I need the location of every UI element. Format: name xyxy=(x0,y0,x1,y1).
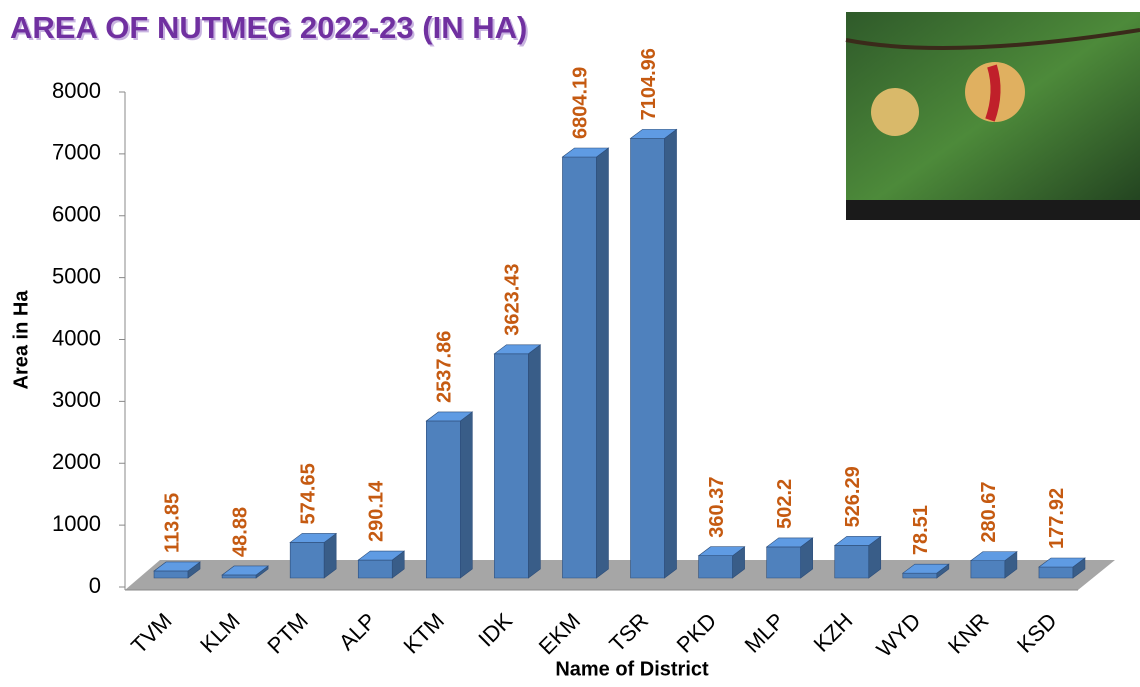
value-label: 502.2 xyxy=(774,479,796,529)
bar xyxy=(221,565,270,579)
bar-face xyxy=(153,561,201,572)
y-tick-label: 2000 xyxy=(52,449,101,474)
value-label: 2537.86 xyxy=(434,331,456,403)
bar-face xyxy=(562,156,597,579)
value-label: 574.65 xyxy=(297,463,319,524)
bar-face xyxy=(969,551,1018,561)
x-tick-label: PTM xyxy=(262,608,313,659)
bar xyxy=(969,551,1018,579)
bar-face xyxy=(596,147,609,579)
value-label: 526.29 xyxy=(842,466,864,527)
value-label: 48.88 xyxy=(229,507,251,557)
chart-title: AREA OF NUTMEG 2022-23 (IN HA) xyxy=(10,10,527,45)
bar-face xyxy=(528,344,541,579)
bar-face xyxy=(834,545,870,579)
bar xyxy=(357,550,406,579)
bar-face xyxy=(664,128,677,579)
bar-face xyxy=(698,555,733,579)
x-tick-label: TSR xyxy=(604,608,653,657)
x-tick-label: KTM xyxy=(398,608,449,659)
value-label: 113.85 xyxy=(161,493,183,553)
bar-face xyxy=(493,344,542,355)
bar xyxy=(153,561,201,579)
bar xyxy=(1038,557,1086,579)
floor xyxy=(125,560,1115,590)
bar xyxy=(561,147,610,579)
y-tick-label: 1000 xyxy=(52,511,101,536)
bar xyxy=(629,128,678,579)
bar xyxy=(833,535,882,579)
bar-face xyxy=(221,574,257,579)
x-tick-label: TVM xyxy=(126,608,177,659)
bar-face xyxy=(901,563,950,574)
x-tick-label: KNR xyxy=(943,608,994,659)
x-axis-title: Name of District xyxy=(555,658,709,680)
bar-face xyxy=(629,129,678,139)
value-label: 177.92 xyxy=(1046,488,1068,549)
x-tick-label: ALP xyxy=(334,608,381,655)
bar-face xyxy=(289,542,325,579)
bar-face xyxy=(766,546,801,579)
y-tick-label: 4000 xyxy=(52,325,101,350)
x-tick-label: PKD xyxy=(672,608,722,658)
bar xyxy=(289,532,338,579)
bar xyxy=(425,411,474,579)
bar-face xyxy=(425,411,474,422)
bar-face xyxy=(1038,566,1074,579)
bar-face xyxy=(153,570,189,579)
bar-face xyxy=(1038,557,1086,568)
y-tick-label: 5000 xyxy=(52,263,101,288)
bar-face xyxy=(902,572,938,579)
bar-face xyxy=(697,546,746,557)
y-tick-label: 0 xyxy=(89,573,101,598)
value-label: 360.37 xyxy=(706,477,728,538)
x-tick-label: WYD xyxy=(871,608,925,662)
x-tick-label: EKM xyxy=(534,608,585,659)
bar-face xyxy=(426,420,461,579)
bar-face xyxy=(833,536,882,546)
chart-title-shadow: AREA OF NUTMEG 2022-23 (IN HA) xyxy=(12,12,529,47)
bar xyxy=(765,537,814,579)
bar-face xyxy=(357,550,406,561)
bar xyxy=(493,344,542,579)
value-label: 78.51 xyxy=(910,505,932,555)
bar-face xyxy=(630,138,665,579)
bar-face xyxy=(561,147,610,158)
x-tick-label: KSD xyxy=(1012,608,1062,658)
value-label: 7104.96 xyxy=(638,48,660,120)
bar-face xyxy=(221,565,270,576)
bar-face xyxy=(494,353,529,579)
x-tick-label: KZH xyxy=(809,608,858,657)
bar-face xyxy=(765,537,814,548)
value-label: 3623.43 xyxy=(502,264,524,336)
value-label: 280.67 xyxy=(978,481,1000,542)
x-tick-label: MLP xyxy=(740,608,790,658)
bar-face xyxy=(357,559,393,579)
bar-face xyxy=(460,411,473,579)
x-tick-label: KLM xyxy=(195,608,245,658)
y-tick-label: 7000 xyxy=(52,140,101,165)
value-label: 6804.19 xyxy=(570,67,592,139)
bar-face xyxy=(289,533,338,543)
bar xyxy=(901,563,950,579)
bar xyxy=(697,546,746,579)
photo xyxy=(845,12,1140,220)
x-tick-label: IDK xyxy=(473,608,517,652)
y-tick-label: 8000 xyxy=(52,78,101,103)
y-tick-label: 3000 xyxy=(52,387,101,412)
value-label: 290.14 xyxy=(366,480,388,542)
y-tick-label: 6000 xyxy=(52,202,101,227)
bar-face xyxy=(970,560,1006,579)
y-axis-title: Area in Ha xyxy=(10,290,32,390)
